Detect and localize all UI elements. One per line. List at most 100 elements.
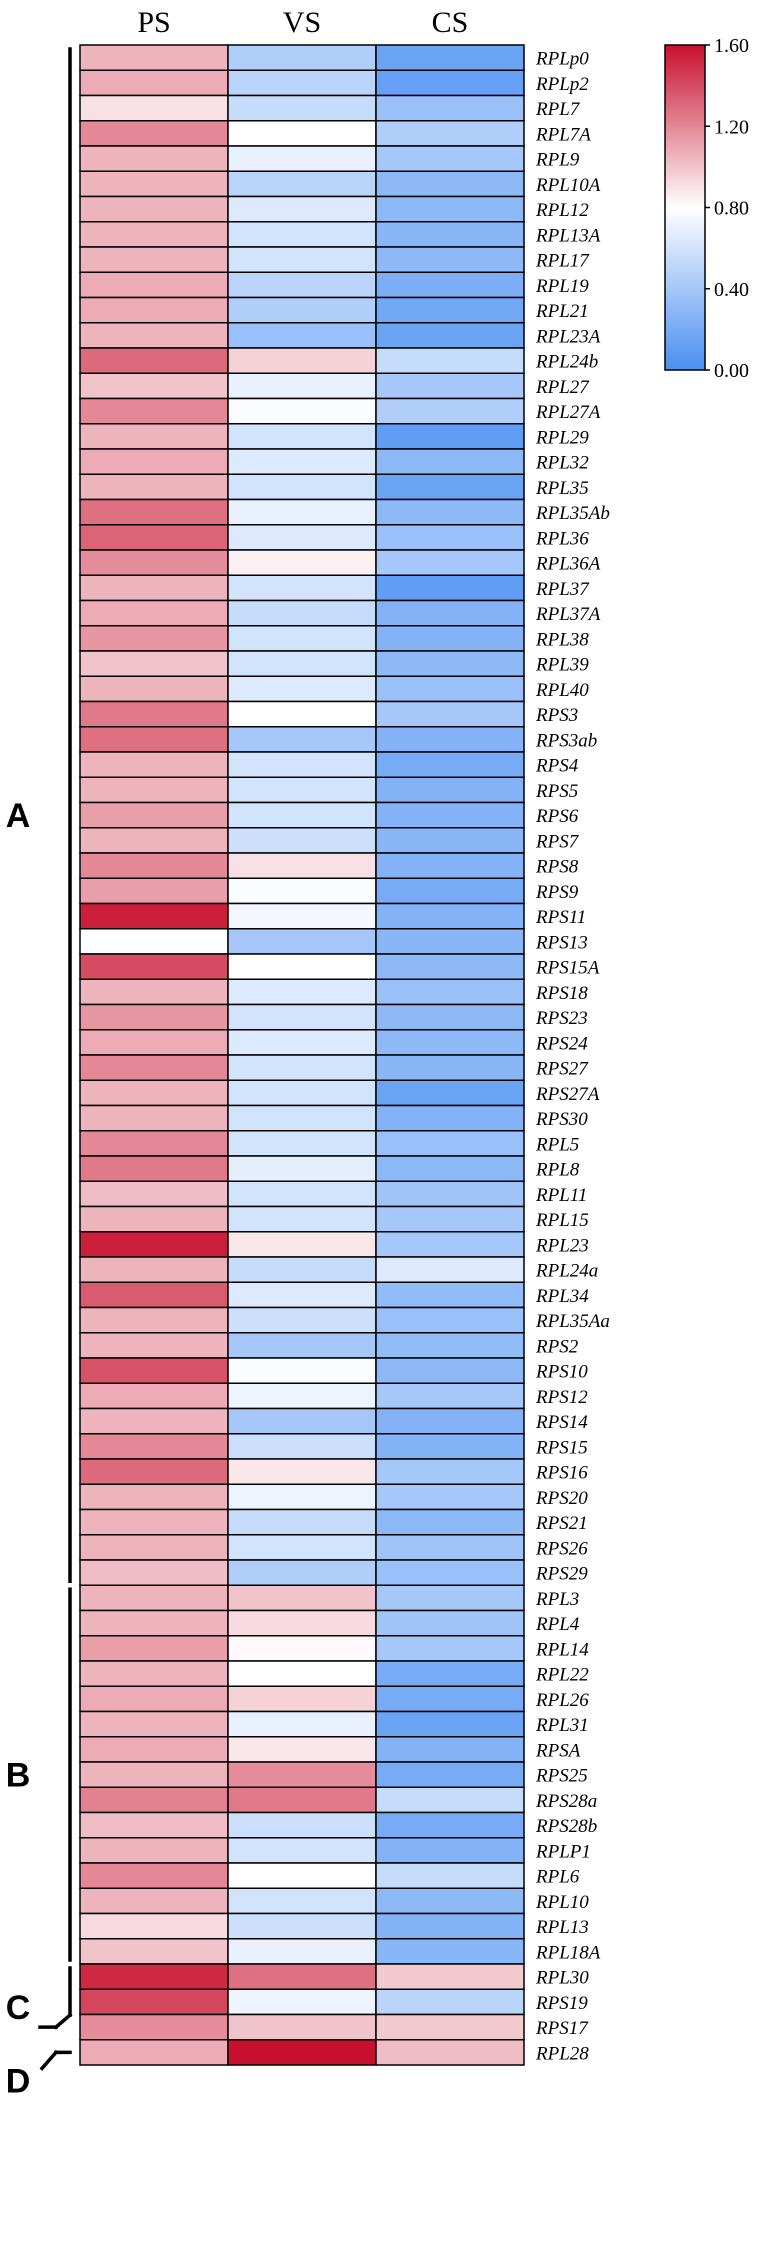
row-label: RPL35Ab [535, 503, 610, 524]
heatmap-cell [79, 1988, 229, 2016]
heatmap-cell [227, 145, 377, 172]
column-header: CS [432, 6, 469, 39]
row-label: RPS6 [535, 806, 579, 827]
row-label: RPL22 [535, 1665, 589, 1686]
heatmap-cell [79, 473, 229, 501]
heatmap-cell [375, 877, 525, 905]
row-label: RPL21 [535, 301, 589, 322]
heatmap-cell [227, 1079, 377, 1107]
row-label: RPS14 [535, 1412, 588, 1433]
row-label: RPS12 [535, 1387, 588, 1408]
heatmap-cell [375, 1332, 525, 1359]
heatmap-cell [227, 1609, 377, 1637]
heatmap-cell [227, 1054, 377, 1081]
heatmap-cell [227, 2039, 377, 2066]
heatmap-cell [375, 1811, 525, 1839]
row-label: RPL7 [535, 99, 581, 120]
heatmap-cell [79, 498, 229, 526]
heatmap-cell [79, 221, 229, 248]
heatmap-cell [79, 877, 229, 905]
row-label: RPS16 [535, 1463, 588, 1484]
heatmap-cell [227, 1357, 377, 1384]
heatmap-cell [227, 1786, 377, 1814]
row-label: RPS3 [535, 705, 578, 726]
heatmap-cell [227, 473, 377, 501]
heatmap-cell [375, 700, 525, 728]
heatmap-cell [375, 1029, 525, 1056]
heatmap-cell [227, 1458, 377, 1485]
row-label: RPS18 [535, 983, 588, 1004]
heatmap-cell [227, 1281, 377, 1309]
heatmap-cell [227, 322, 377, 349]
heatmap-cell [375, 120, 525, 147]
heatmap-cell [227, 625, 377, 652]
row-label: RPL9 [535, 150, 580, 171]
heatmap-cell [375, 1433, 525, 1460]
heatmap-cell [227, 549, 377, 576]
heatmap-cell [375, 170, 525, 198]
heatmap-cell [79, 1862, 229, 1889]
heatmap-cell [375, 1862, 525, 1889]
heatmap-cell [79, 953, 229, 980]
heatmap-cell [79, 1963, 229, 1990]
heatmap-cell [227, 1205, 377, 1233]
heatmap-cell [375, 1963, 525, 1990]
heatmap-cell [227, 599, 377, 627]
group-bracket-line [39, 2049, 59, 2071]
heatmap-cell [227, 1963, 377, 1990]
row-label: RPL15 [535, 1210, 589, 1231]
row-label: RPL18A [535, 1942, 601, 1963]
row-label: RPS27 [535, 1059, 589, 1080]
heatmap-cell [227, 448, 377, 475]
row-label: RPS26 [535, 1538, 588, 1559]
heatmap-cell [79, 145, 229, 172]
heatmap-cell [79, 246, 229, 273]
heatmap-cell [227, 221, 377, 248]
heatmap-cell [79, 448, 229, 475]
heatmap-cell [227, 1130, 377, 1157]
row-label: RPL34 [535, 1286, 589, 1307]
row-label: RPL37 [535, 579, 590, 600]
heatmap-cell [375, 1710, 525, 1738]
heatmap-cell [227, 1912, 377, 1940]
heatmap-cell [79, 852, 229, 879]
heatmap-cell [79, 1736, 229, 1763]
heatmap-cell [227, 1837, 377, 1864]
heatmap-cell [227, 1029, 377, 1056]
heatmap-cell [375, 1635, 525, 1662]
row-label: RPL35Aa [535, 1311, 610, 1332]
heatmap-cell [375, 902, 525, 930]
row-label: RPL27A [535, 402, 601, 423]
heatmap-cell [79, 397, 229, 425]
heatmap-cell [227, 953, 377, 980]
heatmap-cell [375, 347, 525, 374]
heatmap-cell [375, 271, 525, 299]
heatmap-cell [375, 1660, 525, 1687]
heatmap-cell [375, 498, 525, 526]
heatmap-cell [375, 599, 525, 627]
heatmap-cell [79, 347, 229, 374]
heatmap-cell [79, 1256, 229, 1283]
heatmap-cell [79, 1433, 229, 1460]
heatmap-cell [227, 1685, 377, 1713]
heatmap-cell [227, 902, 377, 930]
heatmap-cell [375, 726, 525, 753]
heatmap-cell [79, 1685, 229, 1713]
heatmap-cell [227, 1660, 377, 1687]
row-label: RPL39 [535, 655, 589, 676]
row-label: RPS27A [535, 1084, 600, 1105]
heatmap-cell [375, 1609, 525, 1637]
heatmap-cell [227, 1382, 377, 1410]
heatmap-cell [79, 1837, 229, 1864]
heatmap-cell [79, 2013, 229, 2041]
heatmap-cell [375, 1104, 525, 1132]
row-label: RPS13 [535, 932, 588, 953]
row-label: RPL26 [535, 1690, 589, 1711]
heatmap-cell [375, 1281, 525, 1309]
heatmap-cell [79, 1811, 229, 1839]
heatmap-cell [79, 1205, 229, 1233]
heatmap-cell [79, 1382, 229, 1410]
heatmap-cell [79, 94, 229, 122]
row-label: RPL30 [535, 1968, 589, 1989]
